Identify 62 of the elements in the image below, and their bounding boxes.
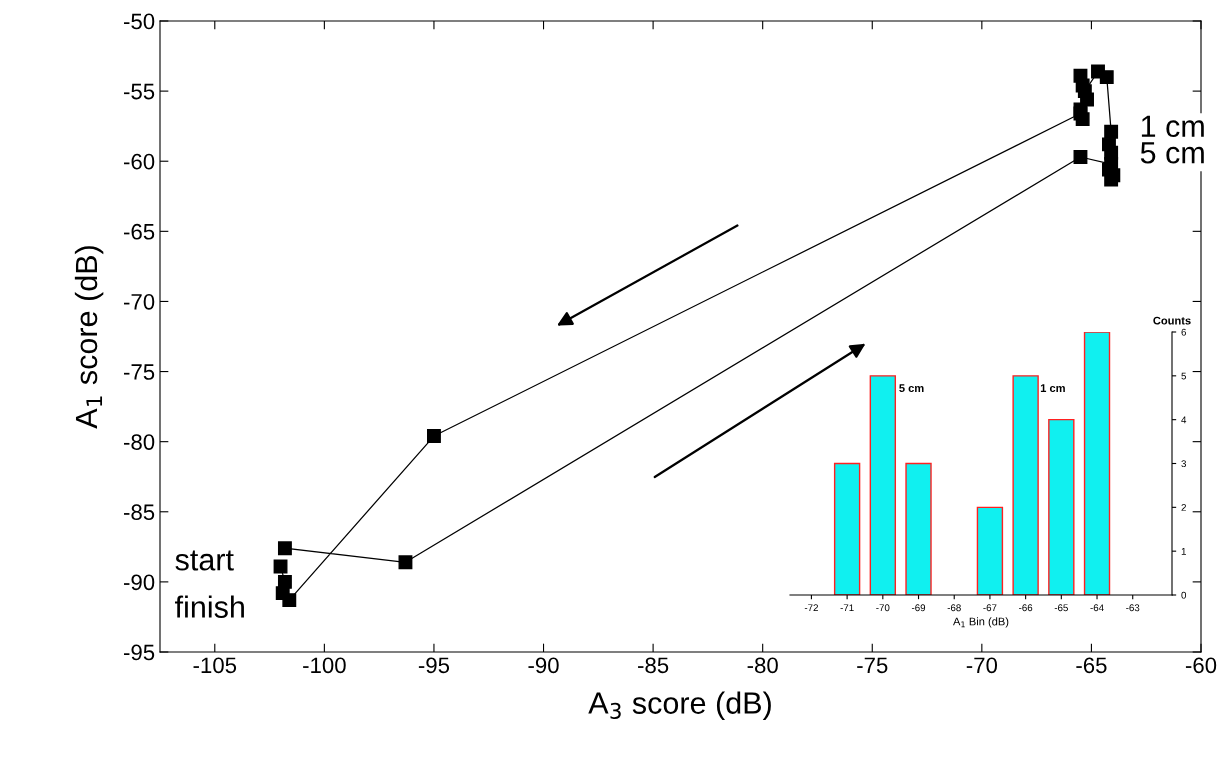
y-tick-label: -55: [124, 83, 155, 100]
x-tick-label: -65: [1076, 657, 1107, 674]
y-axis-title: A$_{1}$ score (dB): [74, 246, 104, 429]
annotation: 1 cm: [1040, 384, 1065, 393]
y-tick-label: 0: [1181, 591, 1187, 599]
x-tick-label: -67: [983, 604, 997, 612]
bar: [1048, 418, 1075, 595]
x-tick-label: -70: [876, 604, 890, 612]
point: [277, 574, 292, 589]
x-tick-label: -105: [193, 657, 237, 674]
y-tick-label: 5: [1181, 372, 1187, 380]
y-axis-title: Counts: [1153, 316, 1191, 325]
bar: [1083, 332, 1111, 595]
x-tick-label: -64: [1090, 604, 1104, 612]
bar: [976, 506, 1004, 595]
bar: [1012, 375, 1039, 595]
x-tick-label: -66: [1019, 604, 1033, 612]
point: [398, 555, 413, 570]
bar: [833, 462, 861, 595]
annotation: 1 cm: [1141, 115, 1204, 138]
x-tick-label: -71: [840, 604, 854, 612]
bar: [869, 375, 897, 595]
x-tick-label: -80: [747, 657, 778, 674]
y-tick-label: -65: [124, 223, 155, 240]
y-tick-label: 4: [1181, 416, 1187, 424]
x-tick-label: -65: [1054, 604, 1068, 612]
x-axis-title: A$_{3}$ score (dB): [588, 691, 771, 720]
x-tick-label: -90: [528, 657, 559, 674]
annotation: start: [175, 550, 234, 571]
y-tick-label: -80: [124, 434, 155, 450]
x-tick-label: -69: [911, 604, 926, 612]
x-tick-label: -75: [857, 657, 888, 674]
y-tick-label: 3: [1181, 460, 1187, 468]
annotation: finish: [175, 595, 244, 618]
y-tick-label: 2: [1181, 504, 1186, 511]
annotation: 5 cm: [899, 384, 924, 393]
y-tick-label: -85: [124, 504, 155, 521]
point: [277, 541, 292, 556]
point: [1073, 150, 1088, 164]
point: [1104, 124, 1119, 139]
y-tick-label: -60: [124, 153, 155, 170]
x-tick-label: -95: [418, 657, 450, 674]
point: [1075, 78, 1090, 93]
point: [1102, 137, 1116, 152]
annotation: 5 cm: [1140, 142, 1204, 164]
x-axis-title: A$_{1}$ Bin (dB): [953, 617, 1009, 628]
x-tick-label: -85: [638, 657, 669, 674]
y-tick-label: -75: [124, 364, 155, 380]
y-tick-label: -90: [124, 574, 155, 591]
y-tick-label: -70: [124, 293, 155, 310]
point: [1091, 64, 1105, 79]
point: [427, 429, 441, 444]
y-tick-label: -50: [124, 13, 155, 30]
x-tick-label: -70: [966, 657, 998, 674]
x-tick-label: -100: [303, 657, 346, 674]
x-tick-label: -68: [947, 604, 961, 612]
x-tick-label: -63: [1126, 604, 1140, 612]
x-tick-label: -72: [804, 604, 818, 612]
y-tick-label: 1: [1181, 548, 1186, 555]
y-tick-label: -95: [124, 644, 155, 661]
y-tick-label: 6: [1181, 328, 1187, 336]
bar: [905, 462, 932, 595]
